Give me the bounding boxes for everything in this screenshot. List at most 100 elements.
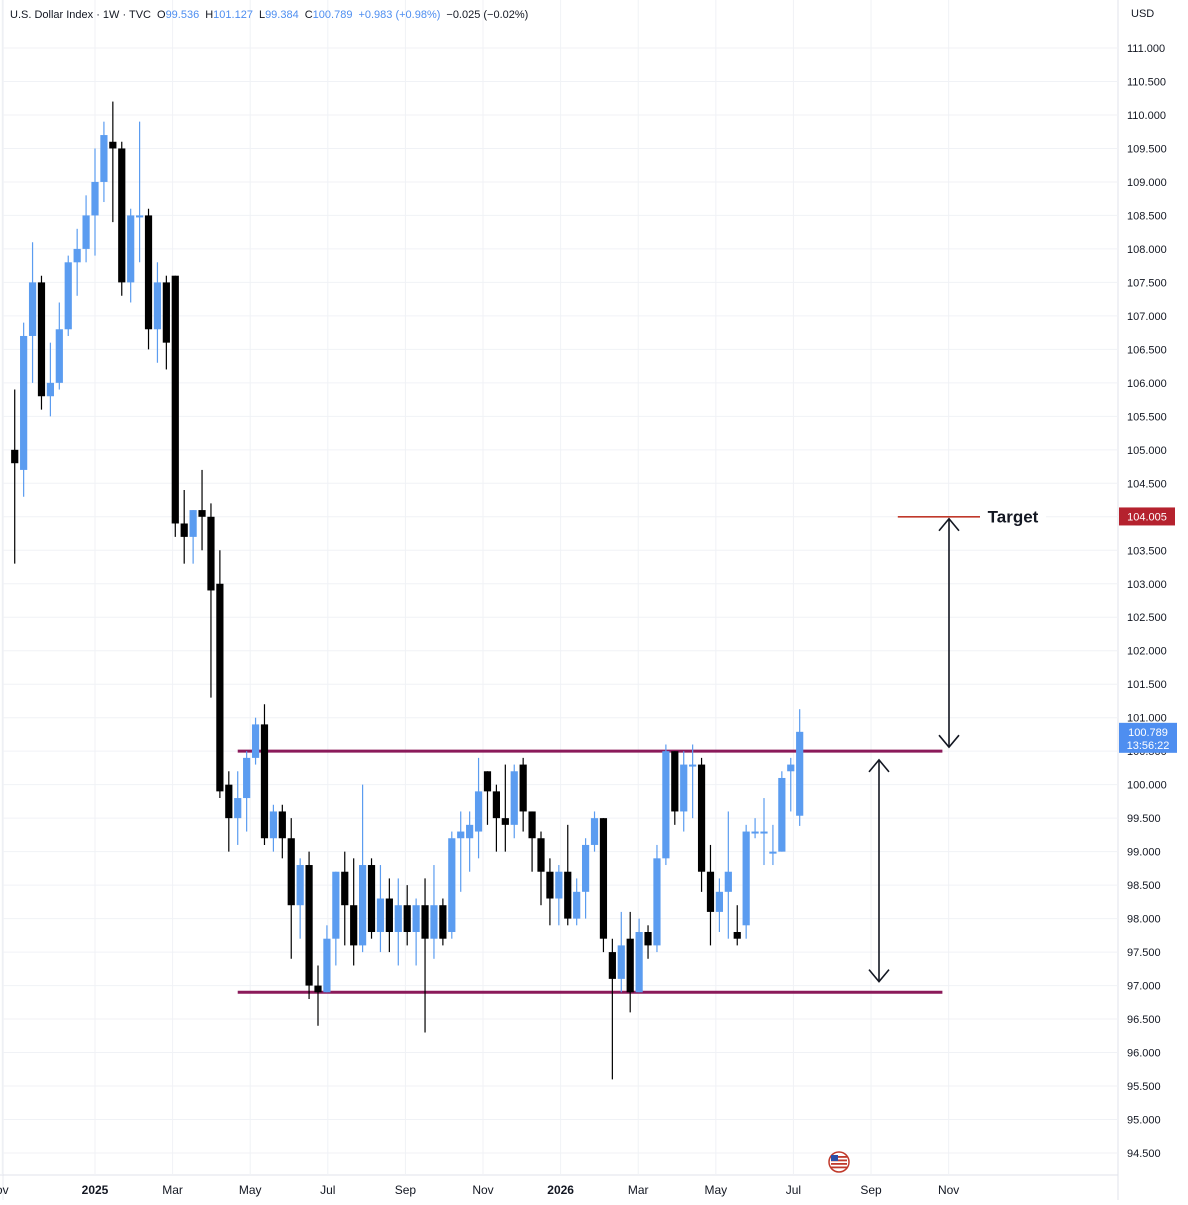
candle-body xyxy=(136,215,144,218)
candle-body xyxy=(733,932,741,939)
candle-body xyxy=(742,831,750,926)
y-tick-label: 99.000 xyxy=(1127,847,1161,859)
y-tick-label: 99.500 xyxy=(1127,813,1161,825)
horizontal-levels: Target xyxy=(237,504,1046,994)
candle-body xyxy=(118,148,126,283)
x-tick-label: May xyxy=(704,1183,727,1197)
y-tick-label: 98.000 xyxy=(1127,914,1161,926)
symbol-legend: U.S. Dollar Index · 1W · TVC O 99.536 H 10… xyxy=(10,7,528,23)
us-flag-icon[interactable] xyxy=(828,1151,850,1173)
symbol-label[interactable]: U.S. Dollar Index · 1W · TVC xyxy=(10,9,151,21)
candle-body xyxy=(91,181,99,216)
y-tick-label: 104.500 xyxy=(1127,478,1167,490)
candle-body xyxy=(171,275,179,524)
x-tick-label: Mar xyxy=(628,1183,649,1197)
y-tick-label: 101.000 xyxy=(1127,713,1167,725)
candle-body xyxy=(243,757,251,799)
candle-body xyxy=(474,791,483,832)
y-tick-label: 102.000 xyxy=(1127,646,1167,658)
candle-body xyxy=(403,905,411,932)
y-tick-label: 98.500 xyxy=(1127,880,1161,892)
upper-measure-arrow xyxy=(938,517,960,749)
candle-body xyxy=(350,905,358,946)
candle-body xyxy=(269,811,277,839)
target-price-label: 104.005 xyxy=(1127,511,1167,523)
ohlc-close: C 100.789 xyxy=(304,9,353,21)
last-price-badge xyxy=(1119,722,1177,753)
y-tick-label: 111.000 xyxy=(1127,43,1165,55)
x-tick-label: Nov xyxy=(472,1183,493,1197)
y-tick-label: 107.000 xyxy=(1127,311,1167,323)
candle-body xyxy=(46,382,54,397)
candle-body xyxy=(466,824,474,839)
candle-body xyxy=(37,282,46,397)
measure-arrows xyxy=(868,517,960,983)
candle-body xyxy=(359,865,367,946)
candle-body xyxy=(225,784,233,819)
ohlc-low: L 99.384 xyxy=(258,9,299,21)
candle-body xyxy=(546,871,554,899)
candle-body xyxy=(367,865,376,932)
candle-body xyxy=(412,905,420,932)
y-tick-label: 107.500 xyxy=(1127,277,1167,289)
target-label-bg xyxy=(980,504,1046,527)
candle-body xyxy=(510,771,518,825)
target-price-badge xyxy=(1119,507,1175,526)
candle-body xyxy=(626,938,634,993)
candle-body xyxy=(109,141,117,149)
candle-body xyxy=(421,905,429,939)
currency-label[interactable]: USD xyxy=(1131,8,1155,20)
candle-body xyxy=(689,764,697,767)
x-tick-label: 2026 xyxy=(547,1183,574,1197)
candle-body xyxy=(573,891,581,919)
candle-body xyxy=(234,798,242,819)
candle-body xyxy=(216,583,224,792)
price-axis: 94.500 95.000 95.500 96.000 96.500 97.000 97.5… xyxy=(1119,43,1177,1160)
x-tick-label: Jul xyxy=(320,1183,335,1197)
candle-body xyxy=(153,282,162,330)
x-tick-label: Sep xyxy=(395,1183,417,1197)
y-tick-label: 108.000 xyxy=(1127,244,1167,256)
extra-change: −0.025 (−0.02%) xyxy=(446,9,529,21)
candle-body xyxy=(278,811,286,839)
candle-body xyxy=(706,871,715,912)
candle-body xyxy=(439,905,447,939)
candle-body xyxy=(457,831,465,839)
candle-body xyxy=(644,932,652,946)
ohlc-open: O 99.536 xyxy=(157,9,200,21)
y-tick-label: 94.500 xyxy=(1127,1148,1161,1160)
y-tick-label: 100.000 xyxy=(1127,780,1167,792)
candle-body xyxy=(599,818,608,939)
candle-body xyxy=(198,510,206,517)
candle-body xyxy=(448,838,456,932)
y-tick-label: 95.500 xyxy=(1127,1081,1161,1093)
y-tick-label: 103.000 xyxy=(1127,579,1167,591)
candle-body xyxy=(11,449,19,464)
candle-body xyxy=(697,764,706,872)
candle-body xyxy=(662,751,670,859)
y-tick-label: 106.500 xyxy=(1127,344,1167,356)
x-tick-label: Mar xyxy=(162,1183,183,1197)
candle-body xyxy=(653,858,661,946)
target-label: Target xyxy=(988,507,1039,526)
candle-body xyxy=(590,818,599,845)
y-tick-label: 106.000 xyxy=(1127,378,1167,390)
candle-body xyxy=(82,215,90,249)
grid-lines xyxy=(0,0,1119,1200)
candle-body xyxy=(305,865,313,986)
lower-measure-arrow xyxy=(868,758,890,983)
candle-body xyxy=(555,871,563,899)
candle-body xyxy=(180,523,188,537)
y-tick-label: 96.000 xyxy=(1127,1048,1161,1060)
candle-body xyxy=(251,724,260,758)
candle-body xyxy=(207,516,215,591)
y-tick-label: 110.500 xyxy=(1127,76,1166,88)
y-tick-label: 110.000 xyxy=(1127,110,1166,122)
candle-body xyxy=(751,831,759,834)
y-tick-label: 103.500 xyxy=(1127,545,1167,557)
candle-body xyxy=(64,262,72,330)
ohlc-high: H 101.127 xyxy=(205,9,253,21)
y-tick-label: 105.500 xyxy=(1127,411,1167,423)
